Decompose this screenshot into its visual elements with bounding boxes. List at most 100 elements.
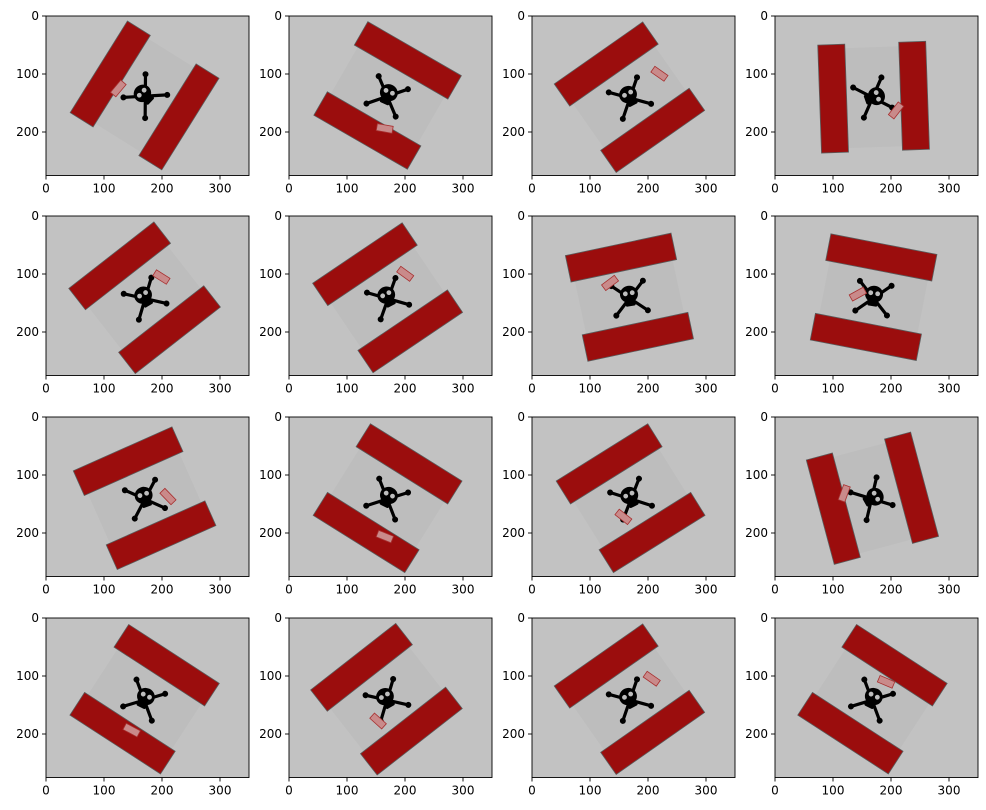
x-tick-label: 100 [579,182,602,196]
x-tick-label: 0 [771,182,779,196]
red-stripe [312,222,418,307]
axes-frame [531,617,736,778]
skull-crossbones-icon [607,475,655,523]
label-tag [600,274,620,292]
x-tick-label: 200 [637,583,660,597]
label-tag [396,265,415,282]
red-stripe [310,622,413,712]
y-tick-label: 100 [502,669,525,683]
red-stripe [312,491,420,574]
x-tick-label: 100 [579,784,602,798]
x-tick-label: 0 [771,583,779,597]
x-tick-label: 200 [394,583,417,597]
y-tick-label: 0 [31,611,39,625]
image-panel: 0 100 200 300 0 100 200 [502,209,736,396]
y-tick-label: 200 [502,526,525,540]
label-tag [642,670,661,687]
y-tick-label: 0 [274,209,282,223]
skull-crossbones-icon [850,74,896,121]
x-tick-label: 200 [880,182,903,196]
y-tick-label: 100 [16,669,39,683]
y-tick-label: 0 [760,611,768,625]
y-tick-label: 100 [16,468,39,482]
skull-crossbones-icon [847,474,896,524]
hazard-sign [72,426,217,571]
x-tick-label: 200 [880,784,903,798]
label-tag [109,79,127,98]
red-stripe [113,623,220,707]
y-tick-label: 200 [16,727,39,741]
skull-crossbones-icon [120,274,170,323]
red-stripe [555,423,663,505]
x-tick-label: 200 [151,583,174,597]
x-tick-label: 200 [151,382,174,396]
x-tick-label: 300 [938,784,961,798]
y-tick-label: 200 [745,727,768,741]
red-stripe [817,43,849,154]
red-stripe [353,21,462,100]
image-panel: 0 100 200 300 0 100 200 [259,9,493,196]
axes-frame [774,15,979,176]
x-tick-label: 300 [209,583,232,597]
skull-crossbones-icon [363,275,413,323]
image-panel: 0 100 200 300 0 100 200 [745,9,979,196]
axes-frame [288,15,493,176]
x-tick-label: 0 [528,382,536,396]
red-stripe [805,452,861,565]
skull-crossbones-icon [120,676,169,724]
label-tag [375,123,394,134]
x-tick-label: 300 [209,784,232,798]
hazard-sign [797,623,948,775]
y-tick-label: 0 [517,9,525,23]
skull-crossbones-icon [363,475,412,523]
y-tick-label: 100 [502,67,525,81]
skull-crossbones-icon [121,476,168,522]
x-tick-label: 200 [151,182,174,196]
y-tick-label: 0 [31,209,39,223]
hazard-sign [805,431,940,565]
y-tick-label: 0 [274,9,282,23]
red-stripe [841,623,948,707]
x-tick-label: 0 [528,784,536,798]
x-tick-label: 0 [285,382,293,396]
red-stripe [69,691,176,775]
x-tick-label: 0 [528,583,536,597]
hazard-sign [69,623,220,775]
x-tick-label: 200 [394,784,417,798]
skull-crossbones-icon [362,676,412,725]
red-stripe [138,63,220,171]
x-tick-label: 0 [771,382,779,396]
x-tick-label: 200 [637,382,660,396]
x-tick-label: 100 [822,382,845,396]
red-stripe [809,312,922,361]
image-panel: 0 100 200 300 0 100 200 [16,9,250,196]
x-tick-label: 100 [336,784,359,798]
hazard-sign [817,40,930,154]
x-tick-label: 300 [452,382,475,396]
red-stripe [359,686,463,776]
x-tick-label: 0 [42,182,50,196]
label-tag [369,712,387,730]
x-tick-label: 100 [579,583,602,597]
hazard-sign [310,622,463,776]
skull-crossbones-icon [847,676,896,724]
axes-frame [45,617,250,778]
y-tick-label: 0 [760,209,768,223]
x-tick-label: 300 [452,784,475,798]
y-tick-label: 0 [760,9,768,23]
y-tick-label: 0 [31,410,39,424]
x-tick-label: 100 [93,182,116,196]
x-tick-label: 200 [637,182,660,196]
x-tick-label: 100 [336,182,359,196]
red-stripe [72,426,184,497]
red-stripe [553,21,659,107]
hazard-sign [69,20,220,171]
label-tag [848,286,868,302]
x-tick-label: 100 [579,382,602,396]
red-stripe [313,91,422,170]
y-tick-label: 200 [259,125,282,139]
y-tick-label: 100 [745,669,768,683]
axes-frame [531,416,736,577]
hazard-sign [68,221,221,375]
x-tick-label: 0 [771,784,779,798]
